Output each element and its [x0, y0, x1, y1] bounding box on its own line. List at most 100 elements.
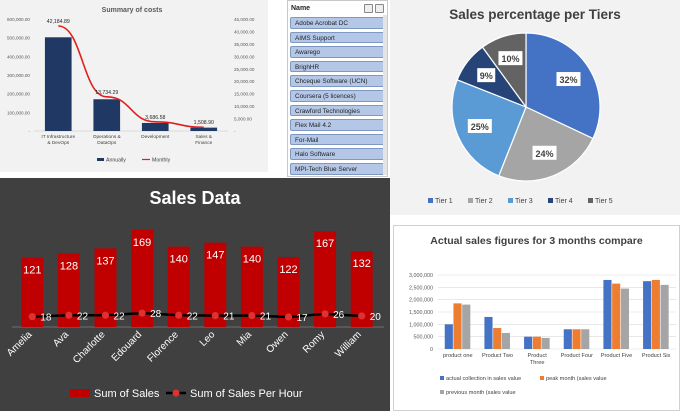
- actual-bar: [581, 329, 590, 349]
- slicer-item[interactable]: MPI-Tech Blue Server: [290, 162, 385, 175]
- sales-category-label: Ava: [51, 329, 71, 349]
- sales-bar: [350, 251, 373, 327]
- sales-per-hour-marker: [248, 312, 256, 320]
- costs-right-tick-label: -: [234, 129, 236, 134]
- pie-legend-swatch: [508, 198, 513, 203]
- slicer-item[interactable]: For-Mail: [290, 133, 385, 146]
- actual-legend-label: previous month (sales value: [446, 390, 516, 396]
- sales-chart-title: Sales Data: [149, 188, 241, 208]
- costs-bar: [44, 37, 72, 131]
- actual-category-label: Product Five: [601, 353, 632, 359]
- costs-data-label: 1,508.90: [194, 120, 214, 126]
- sales-data-chart[interactable]: Sales Data 121 128 137 169 140 147 140 122 167 13…: [0, 178, 390, 411]
- sales-category-label: Charlotte: [71, 329, 108, 366]
- pie-chart-title: Sales percentage per Tiers: [449, 7, 621, 22]
- costs-right-tick-label: 20,000.00: [234, 79, 255, 84]
- legend-annually-label: Annually: [106, 158, 126, 164]
- sales-category-label: Leo: [198, 329, 218, 349]
- sales-per-hour-label: 22: [77, 311, 89, 322]
- pie-label-box: [467, 118, 492, 133]
- sales-per-hour-label: 26: [333, 310, 345, 321]
- actual-bar: [660, 284, 669, 349]
- pie-legend-label: Tier 4: [555, 198, 573, 205]
- pie-slices: [451, 32, 601, 182]
- costs-chart-title: Summary of costs: [102, 7, 163, 14]
- summary-of-costs-chart[interactable]: Summary of costs 600,000.00 500,000.00 400…: [0, 0, 268, 172]
- costs-bar: [190, 127, 218, 131]
- costs-left-tick-label: 400,000.00: [7, 54, 30, 59]
- sales-bar-label: 140: [170, 254, 188, 266]
- legend-sum-of-sales-label: Sum of Sales: [94, 388, 160, 400]
- sales-per-hour-marker: [101, 311, 110, 319]
- actual-category-label: Product: [528, 353, 548, 359]
- sales-per-hour-label: 22: [187, 311, 199, 322]
- costs-right-tick-label: 15,000.00: [234, 92, 255, 97]
- actual-sales-compare-chart[interactable]: Actual sales figures for 3 months compar…: [393, 225, 680, 411]
- sales-bar-label: 132: [353, 258, 371, 270]
- sales-per-hour-label: 22: [114, 311, 126, 322]
- costs-right-tick-label: 25,000.00: [234, 67, 255, 72]
- clear-filter-icon[interactable]: [375, 3, 384, 13]
- actual-bars: [444, 279, 669, 349]
- actual-bar: [453, 303, 462, 349]
- actual-y-tick-label: 3,000,000: [409, 273, 433, 279]
- slicer-item[interactable]: BrighHR: [290, 60, 385, 73]
- slicer-item[interactable]: Awarego: [290, 46, 385, 58]
- actual-category-label: Product Six: [642, 353, 671, 359]
- pie-svg: Sales percentage per Tiers 32% 24% 25% 9% 10…: [428, 7, 621, 205]
- pie-label-box: [498, 51, 523, 66]
- sales-bar-labels: 121 128 137 169 140 147 140 122 167 132: [23, 237, 371, 277]
- slicer-scrollbar[interactable]: [383, 15, 387, 175]
- costs-category-label: Finance: [195, 140, 212, 146]
- sales-per-hour-label: 21: [223, 312, 235, 323]
- costs-legend: Annually Monthly: [97, 158, 171, 164]
- slicer-item[interactable]: AIMS Support: [290, 31, 385, 44]
- actual-bar: [643, 281, 652, 349]
- costs-monthly-curve: [58, 25, 204, 129]
- actual-y-tick-label: 2,500,000: [409, 285, 433, 291]
- pie-legend-label: Tier 5: [595, 198, 613, 205]
- sales-per-hour-label: 17: [297, 313, 309, 324]
- actual-legend-swatch: [440, 376, 444, 380]
- sales-per-hour-label: 28: [150, 309, 162, 320]
- sales-bar: [204, 242, 227, 327]
- actual-bar: [501, 332, 510, 349]
- sales-per-hour-marker: [138, 309, 146, 317]
- costs-right-tick-label: 5,000.00: [234, 117, 252, 122]
- sales-data-svg: Sales Data 121 128 137 169 140 147 140 122 167 13…: [5, 188, 384, 400]
- slicer-item[interactable]: Crawford Technologies: [290, 104, 385, 117]
- pie-slice-label: 9%: [480, 71, 493, 81]
- multi-select-icon[interactable]: [364, 3, 373, 13]
- sales-bar-label: 169: [133, 237, 151, 249]
- slicer-item[interactable]: Halo Software: [290, 148, 385, 160]
- actual-chart-title: Actual sales figures for 3 months compar…: [430, 235, 643, 247]
- slicer-item[interactable]: Chceque Software (UCN): [290, 75, 385, 87]
- slicer-item[interactable]: Flex Mail 4.2: [290, 119, 385, 131]
- sales-legend: Sum of Sales Sum of Sales Per Hour: [70, 388, 303, 400]
- sales-bar-label: 128: [60, 261, 78, 273]
- pie-slice-label: 10%: [501, 54, 519, 64]
- costs-right-tick-label: 35,000.00: [234, 42, 255, 47]
- actual-y-tick-label: 1,000,000: [409, 322, 433, 328]
- slicer-item[interactable]: Coursera (5 licences): [290, 89, 385, 102]
- sales-bar: [57, 253, 80, 327]
- costs-left-tick-label: -: [28, 129, 30, 134]
- actual-legend: actual collection in sales value peak mon…: [440, 376, 607, 396]
- sales-tiers-pie-chart[interactable]: Sales percentage per Tiers 32% 24% 25% 9% 10…: [390, 0, 680, 215]
- costs-category-label: IT Infrastructure: [41, 134, 75, 140]
- costs-data-labels: 42,184.89 13,734.29 3,686.58 1,508.90: [47, 19, 214, 126]
- actual-bar: [484, 316, 493, 349]
- actual-bar: [524, 336, 533, 349]
- pie-legend-label: Tier 3: [515, 198, 533, 205]
- costs-left-tick-label: 600,000.00: [7, 17, 30, 22]
- sales-category-label: Florence: [146, 329, 182, 365]
- name-slicer[interactable]: Name Adobe Acrobat DC AIMS Support Aware…: [287, 0, 388, 177]
- actual-category-label: Product Four: [561, 353, 593, 359]
- actual-bar: [444, 324, 453, 349]
- legend-monthly-label: Monthly: [152, 158, 171, 164]
- slicer-item-list: Adobe Acrobat DC AIMS Support Awarego Br…: [288, 15, 387, 175]
- sales-per-hour-marker: [28, 313, 36, 321]
- sales-category-label: Edouard: [110, 329, 145, 364]
- slicer-item[interactable]: Adobe Acrobat DC: [290, 17, 385, 29]
- costs-data-label: 3,686.58: [145, 115, 165, 121]
